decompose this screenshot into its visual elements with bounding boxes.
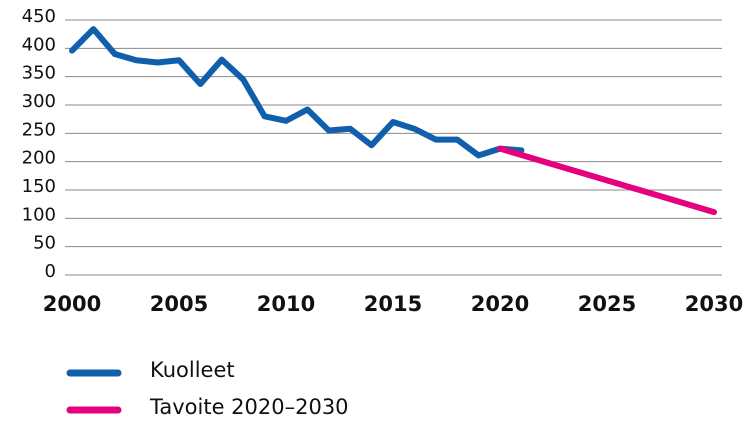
x-tick-label: 2010: [257, 292, 315, 316]
y-tick-label: 200: [22, 148, 56, 169]
x-tick-label: 2025: [578, 292, 636, 316]
x-tick-label: 2015: [364, 292, 422, 316]
x-tick-label: 2030: [685, 292, 743, 316]
legend-label: Tavoite 2020–2030: [149, 395, 349, 419]
y-tick-label: 0: [45, 261, 56, 282]
legend-label: Kuolleet: [150, 358, 235, 382]
y-tick-label: 400: [22, 34, 56, 55]
y-tick-label: 100: [22, 204, 56, 225]
y-tick-label: 250: [22, 119, 56, 140]
y-tick-label: 50: [33, 233, 56, 254]
data-line: [69, 26, 525, 159]
y-tick-label: 150: [22, 176, 56, 197]
y-tick-label: 300: [22, 91, 56, 112]
x-tick-label: 2020: [471, 292, 529, 316]
y-tick-label: 350: [22, 63, 56, 84]
data-line: [497, 145, 717, 216]
x-tick-label: 2005: [150, 292, 208, 316]
x-tick-label: 2000: [43, 292, 101, 316]
y-tick-label: 450: [22, 6, 56, 27]
